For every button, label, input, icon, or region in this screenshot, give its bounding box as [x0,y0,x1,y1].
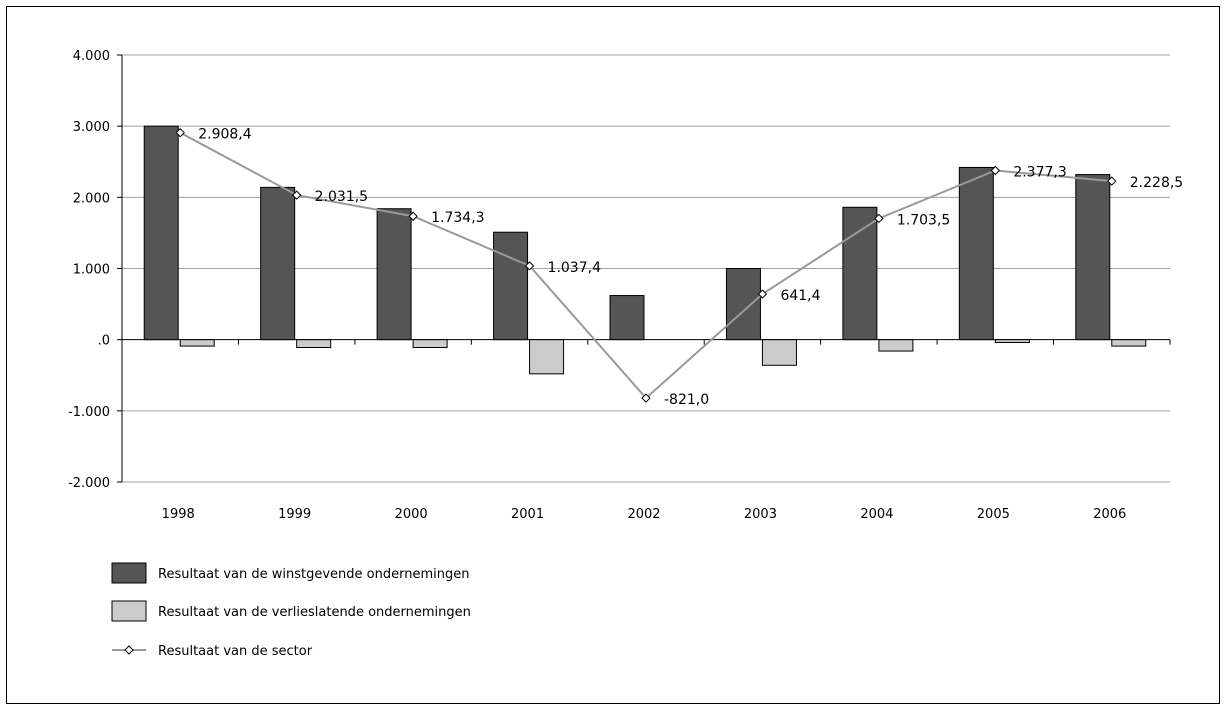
sector-marker [1107,176,1117,186]
legend-marker-sector [124,645,134,655]
bar-winstgevend [842,206,878,341]
bar-winstgevend [143,125,179,341]
bar-verlieslatend [878,339,914,352]
x-axis: 1998 1999 2000 2001 2002 2003 2004 2005 2006 [121,339,1171,522]
bar-winstgevend [376,208,412,341]
data-label: 641,4 [780,288,820,304]
sector-marker [874,213,884,224]
y-tick-label: -2.000 [68,476,110,491]
bar-verlieslatend [412,339,448,348]
legend-label: Resultaat van de verlieslatende ondernem… [158,605,471,620]
bar-verlieslatend [1111,339,1147,347]
y-tick-label: 2.000 [73,191,110,206]
legend-label: Resultaat van de sector [158,644,313,659]
sector-marker [524,261,535,271]
y-tick-label: -1.000 [68,405,110,420]
data-label: 1.734,3 [431,210,484,226]
bar-winstgevend [609,295,645,341]
data-label: 2.228,5 [1130,175,1183,191]
data-label: 2.031,5 [315,189,368,205]
y-tick-label: 3.000 [73,120,110,135]
x-tick-label: 2002 [627,507,660,522]
legend-label: Resultaat van de winstgevende ondernemin… [158,567,469,582]
sector-marker [291,190,302,200]
data-label: 1.703,5 [897,212,950,228]
sector-marker [990,165,1001,176]
bar-verlieslatend [529,339,565,375]
data-label: 2.908,4 [198,127,252,143]
y-tick-label: 4.000 [73,49,110,64]
gridlines [122,54,1170,483]
y-tick-label: .0 [98,334,110,349]
data-label: 1.037,4 [548,260,602,276]
data-label: -821,0 [664,392,709,408]
legend-swatch-winstgevend [111,562,147,584]
bar-winstgevend [725,268,761,341]
x-tick-label: 2003 [744,507,777,522]
y-tick-label: 1.000 [73,263,110,278]
legend: Resultaat van de winstgevende ondernemin… [111,562,471,659]
x-tick-label: 2006 [1093,507,1126,522]
chart-frame [6,6,1220,704]
bar-series [143,125,1147,375]
x-tick-label: 2000 [395,507,428,522]
data-label: 2.377,3 [1013,164,1066,180]
sector-marker [757,289,768,299]
x-tick-label: 2001 [511,507,544,522]
bar-verlieslatend [179,339,215,347]
bar-winstgevend [1075,174,1111,341]
sector-marker [641,393,651,403]
y-axis: -2.000 -1.000 .0 1.000 2.000 3.000 4.000 [68,49,123,491]
sector-marker [408,211,418,221]
bar-winstgevend [493,231,529,341]
x-tick-label: 1999 [278,507,311,522]
x-tick-label: 2005 [977,507,1010,522]
bar-verlieslatend [296,339,332,348]
legend-swatch-verlieslatend [111,600,147,622]
x-tick-label: 2004 [860,507,893,522]
bar-winstgevend [260,186,296,341]
x-tick-label: 1998 [162,507,195,522]
bar-verlieslatend [761,339,797,366]
bar-winstgevend [958,166,994,341]
bar-verlieslatend [994,339,1030,344]
sector-marker [175,127,185,138]
line-series: 2.908,4 2.031,5 1.734,3 1.037,4 -821,0 641,4 1… [175,127,1183,408]
